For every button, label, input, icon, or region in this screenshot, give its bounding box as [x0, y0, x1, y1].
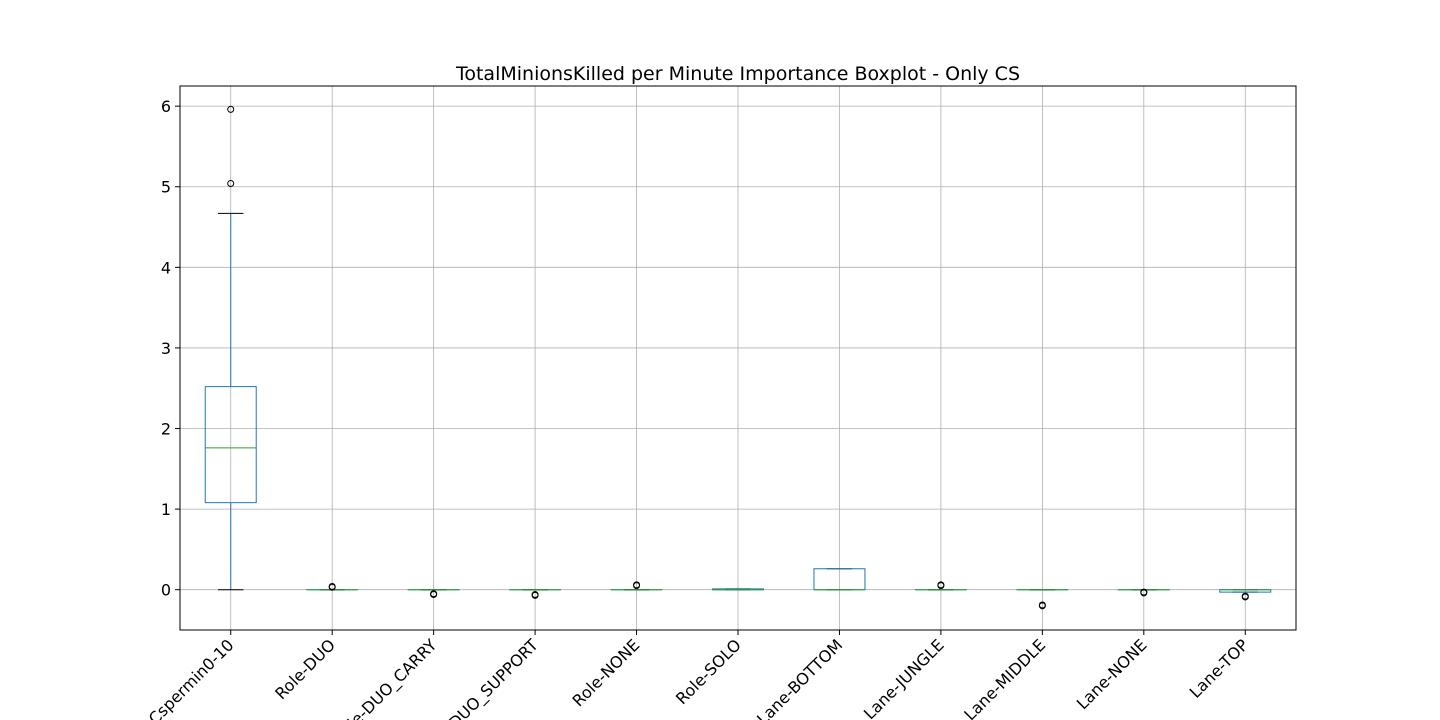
box-6: [813, 568, 866, 591]
outlier-point: [937, 581, 945, 589]
grid-lines: [180, 86, 1296, 630]
outlier-point: [531, 591, 539, 599]
y-tick-label: 6: [161, 97, 171, 116]
box-8: [1016, 589, 1069, 610]
outlier-point: [430, 591, 438, 599]
outlier-point: [328, 582, 336, 590]
y-tick-label: 2: [161, 420, 171, 439]
outlier-point: [227, 105, 235, 113]
outlier-point: [1241, 593, 1249, 601]
y-tick-label: 3: [161, 339, 171, 358]
chart-title: TotalMinionsKilled per Minute Importance…: [455, 63, 1020, 85]
box-iqr: [204, 386, 257, 504]
y-tick-label: 5: [161, 178, 171, 197]
box-5: [712, 588, 764, 591]
box-0: [204, 105, 257, 591]
outlier-point: [1140, 589, 1148, 597]
box-1: [306, 582, 359, 591]
outlier-point: [227, 180, 235, 188]
box-series: [204, 105, 1272, 610]
outlier-point: [633, 581, 641, 589]
y-tick-label: 4: [161, 258, 171, 277]
box-3: [509, 589, 562, 599]
outlier-point: [1038, 602, 1046, 610]
box-9: [1117, 588, 1170, 597]
y-tick-label: 1: [161, 500, 171, 519]
box-4: [610, 581, 663, 591]
box-2: [407, 589, 460, 599]
y-tick-label: 0: [161, 581, 171, 600]
box-10: [1219, 589, 1272, 601]
y-axis: 0 1 2 3 4 5 6: [161, 97, 180, 600]
box-7: [914, 581, 967, 591]
